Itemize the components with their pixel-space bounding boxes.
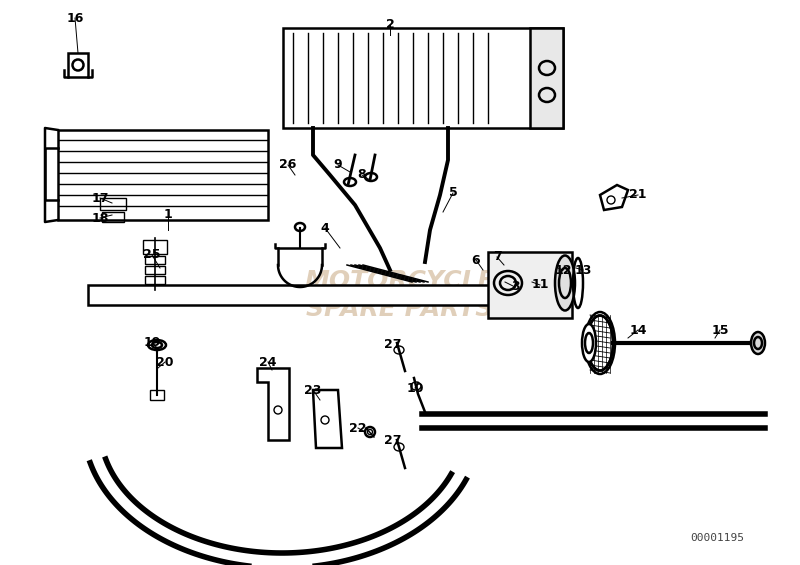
Text: 5: 5 xyxy=(449,186,458,199)
Text: 8: 8 xyxy=(358,168,366,181)
Text: 26: 26 xyxy=(279,159,297,172)
Text: 00001195: 00001195 xyxy=(690,533,744,543)
Text: 7: 7 xyxy=(493,250,502,263)
Text: 16: 16 xyxy=(66,11,84,24)
Ellipse shape xyxy=(582,324,596,362)
Text: 25: 25 xyxy=(143,249,161,262)
Text: 27: 27 xyxy=(384,338,402,351)
Text: 13: 13 xyxy=(574,263,592,276)
Text: 19: 19 xyxy=(143,336,161,349)
Text: 21: 21 xyxy=(630,189,646,202)
Text: 17: 17 xyxy=(91,192,109,205)
Text: 10: 10 xyxy=(406,381,424,394)
Text: 4: 4 xyxy=(321,221,330,234)
Text: 23: 23 xyxy=(304,384,322,397)
Ellipse shape xyxy=(751,332,765,354)
Ellipse shape xyxy=(555,255,575,311)
Text: 15: 15 xyxy=(711,324,729,337)
Text: 9: 9 xyxy=(334,159,342,172)
Text: 6: 6 xyxy=(472,254,480,267)
Ellipse shape xyxy=(587,315,613,371)
Polygon shape xyxy=(88,285,530,305)
Text: 20: 20 xyxy=(156,355,174,368)
Text: 27: 27 xyxy=(384,433,402,446)
Polygon shape xyxy=(488,252,572,318)
Text: 24: 24 xyxy=(259,355,277,368)
Text: 11: 11 xyxy=(531,279,549,292)
Text: MOTORCYCLE
SPARE PARTS: MOTORCYCLE SPARE PARTS xyxy=(305,269,495,321)
Text: 22: 22 xyxy=(350,421,366,434)
Text: 12: 12 xyxy=(554,263,572,276)
Polygon shape xyxy=(530,28,563,128)
Text: 14: 14 xyxy=(630,324,646,337)
Text: 2: 2 xyxy=(386,19,394,32)
Text: 3: 3 xyxy=(510,280,519,293)
Text: 1: 1 xyxy=(164,208,172,221)
Text: 18: 18 xyxy=(91,211,109,224)
